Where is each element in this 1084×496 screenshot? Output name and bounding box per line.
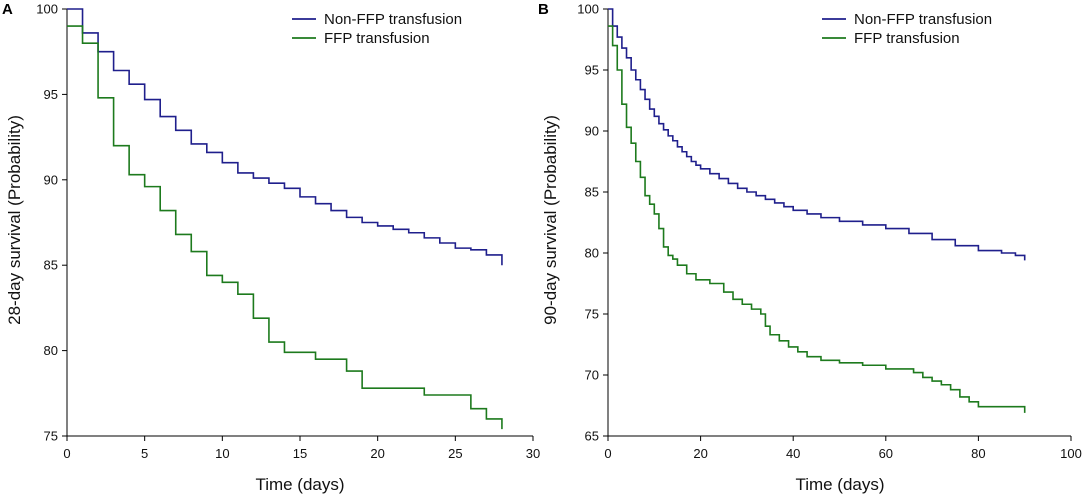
panel-b-x-tick-label: 20	[693, 446, 707, 461]
panel-a-x-axis-title: Time (days)	[255, 475, 344, 494]
panel-a-y-tick-label: 90	[44, 172, 58, 187]
panel-b-y-ticks: 65 70 75 80 85 90 95 100	[577, 2, 608, 444]
panel-a-legend-label-ffp: FFP transfusion	[324, 30, 430, 47]
panel-a-chart: A 0 5 10 15 20 25 30 75 80 85 90 95 100 Time (days)…	[2, 1, 540, 494]
panel-b-y-tick-label: 80	[585, 246, 599, 261]
panel-b-x-tick-label: 0	[604, 446, 611, 461]
panel-a-survival-curve-ffp	[67, 25, 503, 430]
panel-a-x-tick-label: 15	[293, 446, 307, 461]
panel-a-y-tick-label: 80	[44, 343, 58, 358]
panel-b-legend: Non-FFP transfusion FFP transfusion	[822, 11, 992, 47]
panel-b-y-tick-label: 85	[585, 185, 599, 200]
panel-a-x-tick-label: 20	[370, 446, 384, 461]
panel-b-y-tick-label: 90	[585, 124, 599, 139]
panel-b-x-tick-label: 100	[1060, 446, 1082, 461]
panel-b-x-tick-label: 80	[971, 446, 985, 461]
panel-b-y-axis-title: 90-day survival (Probability)	[541, 115, 560, 325]
panel-a-legend-label-non-ffp: Non-FFP transfusion	[324, 11, 462, 28]
panel-a-y-tick-label: 75	[44, 429, 58, 444]
panel-a-series	[67, 8, 503, 430]
panel-a-y-tick-label: 100	[36, 2, 58, 17]
panel-a-x-ticks: 0 5 10 15 20 25 30	[63, 436, 540, 461]
panel-b-y-tick-label: 65	[585, 429, 599, 444]
panel-b-legend-label-non-ffp: Non-FFP transfusion	[854, 11, 992, 28]
panel-b-y-tick-label: 70	[585, 368, 599, 383]
panel-a-survival-curve-non-ffp	[67, 8, 503, 266]
panel-a-x-tick-label: 10	[215, 446, 229, 461]
panel-b-y-tick-label: 95	[585, 63, 599, 78]
panel-b-axes	[607, 9, 1071, 437]
panel-b-legend-label-ffp: FFP transfusion	[854, 30, 960, 47]
panel-a-legend: Non-FFP transfusion FFP transfusion	[292, 11, 462, 47]
panel-a-y-ticks: 75 80 85 90 95 100	[36, 2, 67, 444]
panel-b-x-ticks: 0 20 40 60 80 100	[604, 436, 1082, 461]
panel-a-y-tick-label: 85	[44, 258, 58, 273]
panel-b-x-tick-label: 60	[879, 446, 893, 461]
panel-b-survival-curve-non-ffp	[608, 8, 1026, 261]
panel-a-x-tick-label: 25	[448, 446, 462, 461]
panel-a-letter: A	[2, 1, 13, 18]
panel-b-y-tick-label: 100	[577, 2, 599, 17]
panel-b-x-tick-label: 40	[786, 446, 800, 461]
panel-b-y-tick-label: 75	[585, 307, 599, 322]
panel-b-x-axis-title: Time (days)	[795, 475, 884, 494]
panel-b-letter: B	[538, 1, 549, 18]
panel-a-y-axis-title: 28-day survival (Probability)	[5, 115, 24, 325]
panel-a-x-tick-label: 30	[526, 446, 540, 461]
panel-a-x-tick-label: 5	[141, 446, 148, 461]
panel-a-x-tick-label: 0	[63, 446, 70, 461]
panel-a-y-tick-label: 95	[44, 87, 58, 102]
panel-a-axes	[66, 9, 533, 437]
panel-b-chart: B 0 20 40 60 80 100 65 70 75 80 85 90 95 100 Time (d…	[538, 1, 1082, 494]
panel-b-series	[608, 8, 1026, 413]
panel-b-survival-curve-ffp	[608, 25, 1026, 413]
